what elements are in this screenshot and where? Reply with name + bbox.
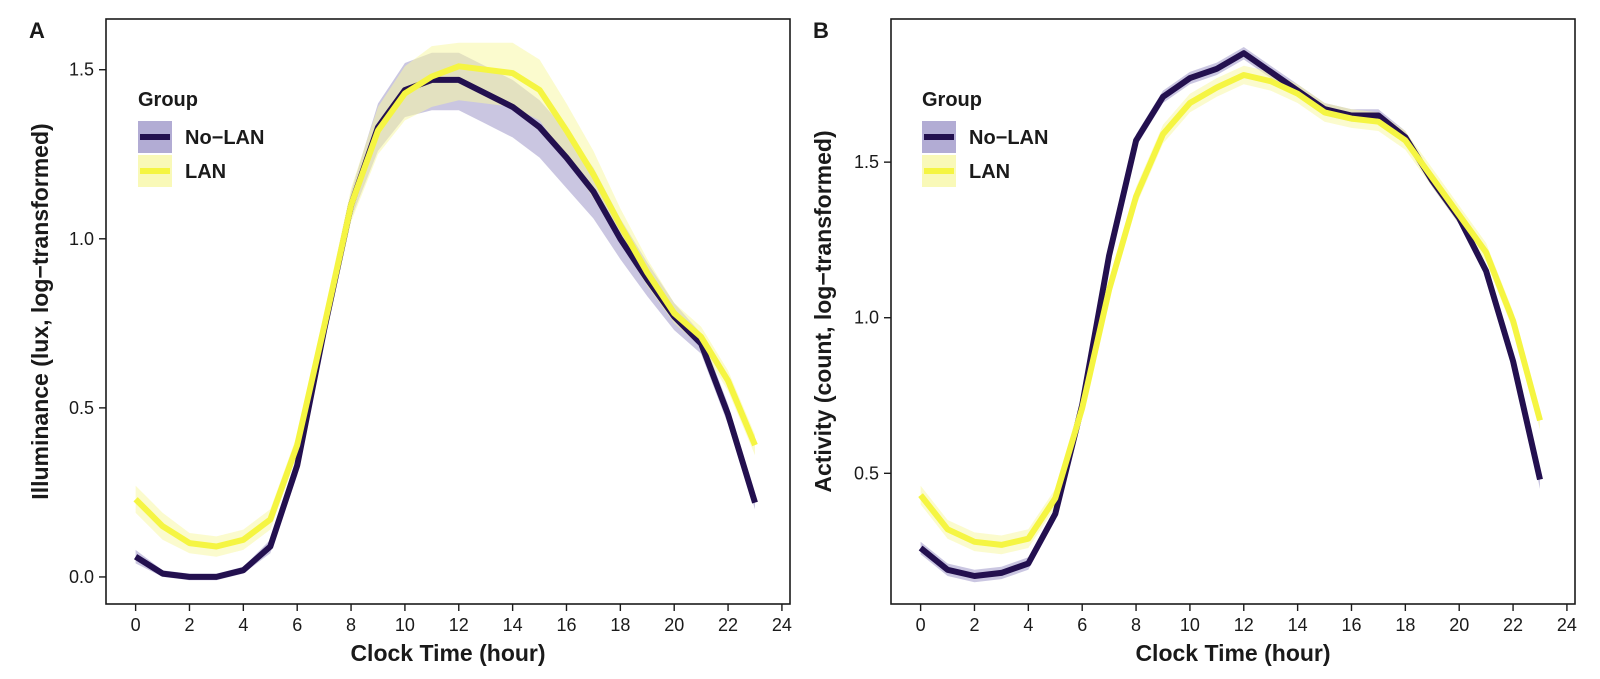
x-tick-label: 24 [1557, 615, 1577, 635]
x-tick-label: 8 [1131, 615, 1141, 635]
y-tick-label: 1.5 [854, 152, 879, 172]
x-axis: 0 2 4 6 8 10 12 14 16 18 20 22 24 [131, 604, 792, 635]
plot-frame [890, 18, 1576, 605]
x-tick-label: 8 [346, 615, 356, 635]
x-tick-label: 0 [131, 615, 141, 635]
x-tick-label: 14 [503, 615, 523, 635]
x-tick-label: 12 [1234, 615, 1254, 635]
x-tick-label: 16 [1341, 615, 1361, 635]
legend-label: No−LAN [969, 127, 1048, 149]
legend-entry: LAN [138, 155, 226, 187]
panel-letter: A [29, 18, 45, 43]
x-tick-label: 2 [184, 615, 194, 635]
y-axis: 0.5 1.0 1.5 [854, 152, 891, 483]
x-tick-label: 0 [916, 615, 926, 635]
legend-entry: No−LAN [922, 121, 1048, 153]
legend-label: No−LAN [185, 127, 264, 149]
x-axis: 0 2 4 6 8 10 12 14 16 18 20 22 24 [916, 604, 1577, 635]
x-axis-title: Clock Time (hour) [350, 640, 545, 666]
x-tick-label: 14 [1288, 615, 1308, 635]
legend-entry: LAN [922, 155, 1010, 187]
legend-entry: No−LAN [138, 121, 264, 153]
series-lines [918, 50, 1543, 579]
x-axis-title: Clock Time (hour) [1135, 640, 1330, 666]
x-tick-label: 22 [718, 615, 738, 635]
x-tick-label: 6 [1077, 615, 1087, 635]
legend-label: LAN [969, 161, 1010, 183]
x-tick-label: 20 [664, 615, 684, 635]
legend-label: LAN [185, 161, 226, 183]
y-axis-title: Illuminance (lux, log−transformed) [27, 123, 53, 499]
legend: Group No−LAN LAN [138, 89, 264, 187]
x-tick-label: 18 [610, 615, 630, 635]
x-tick-label: 4 [238, 615, 248, 635]
x-tick-label: 22 [1503, 615, 1523, 635]
legend-title: Group [922, 89, 982, 111]
x-tick-label: 18 [1395, 615, 1415, 635]
x-tick-label: 10 [1180, 615, 1200, 635]
x-tick-label: 24 [772, 615, 792, 635]
confidence-bands [135, 42, 756, 581]
plot-frame [105, 18, 791, 605]
panel-b: B 0 2 4 6 8 10 12 14 16 18 20 22 24 0.51.01.5 Clock … [810, 18, 1577, 666]
y-tick-label: 1.0 [854, 308, 879, 328]
x-tick-label: 2 [969, 615, 979, 635]
series-line-no-lan [134, 76, 758, 580]
confidence-band-lan [135, 42, 756, 557]
y-tick-label: 0.0 [69, 567, 94, 587]
legend: Group No−LAN LAN [922, 89, 1048, 187]
y-tick-label: 0.5 [854, 463, 879, 483]
x-tick-label: 12 [449, 615, 469, 635]
x-tick-label: 20 [1449, 615, 1469, 635]
y-tick-label: 0.5 [69, 398, 94, 418]
x-tick-label: 6 [292, 615, 302, 635]
panel-letter: B [813, 18, 829, 43]
x-tick-label: 16 [556, 615, 576, 635]
y-axis: 0.0 0.5 1.0 1.5 [69, 60, 106, 587]
series-line-lan [133, 63, 758, 550]
legend-title: Group [138, 89, 198, 111]
x-tick-label: 4 [1023, 615, 1033, 635]
y-tick-label: 1.0 [69, 229, 94, 249]
series-lines [133, 63, 758, 580]
y-tick-label: 1.5 [69, 60, 94, 80]
series-line-lan [918, 72, 1543, 548]
y-axis-title: Activity (count, log−transformed) [810, 130, 836, 492]
panel-a: A 0 2 4 6 8 10 12 14 16 18 20 22 24 0.00.51.01.5 Clo… [27, 18, 792, 666]
x-tick-label: 10 [395, 615, 415, 635]
